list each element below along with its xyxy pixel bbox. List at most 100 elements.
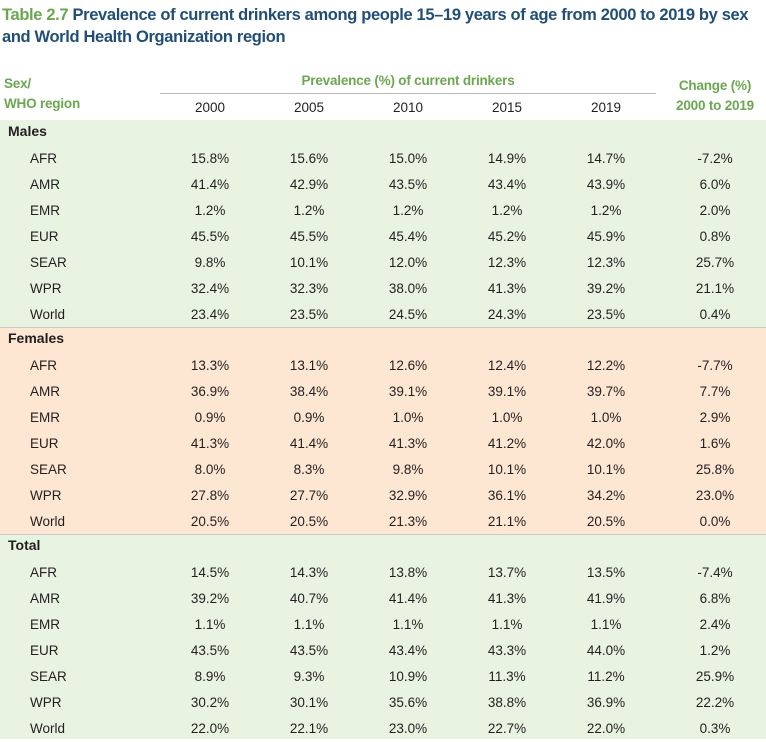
header-rule	[160, 93, 656, 94]
value-cell: 36.1%	[487, 488, 527, 503]
value-cell: 14.7%	[586, 151, 626, 166]
value-cell: 10.1%	[586, 462, 626, 477]
value-cell: 32.3%	[289, 281, 329, 296]
region-cell: WPR	[30, 695, 62, 710]
value-cell: 12.4%	[487, 358, 527, 373]
value-cell: 45.5%	[289, 229, 329, 244]
value-cell: 23.0%	[388, 721, 428, 736]
value-cell: 20.5%	[289, 514, 329, 529]
change-cell: 0.8%	[699, 229, 731, 244]
table-row: EMR 1.1% 1.1% 1.1% 1.1% 1.1% 2.4%	[0, 612, 766, 638]
value-cell: 1.1%	[392, 617, 424, 632]
change-cell: 1.2%	[699, 643, 731, 658]
region-cell: AMR	[30, 384, 60, 399]
value-cell: 21.3%	[388, 514, 428, 529]
value-cell: 39.7%	[586, 384, 626, 399]
value-cell: 41.3%	[487, 591, 527, 606]
value-cell: 15.8%	[190, 151, 230, 166]
change-cell: 2.9%	[699, 410, 731, 425]
value-cell: 22.1%	[289, 721, 329, 736]
value-cell: 39.1%	[487, 384, 527, 399]
value-cell: 27.8%	[190, 488, 230, 503]
value-cell: 12.0%	[388, 255, 428, 270]
value-cell: 35.6%	[388, 695, 428, 710]
header-sex-label: Sex/	[4, 76, 31, 91]
change-cell: 2.0%	[699, 203, 731, 218]
region-cell: EMR	[30, 203, 60, 218]
header-year: 2019	[590, 100, 622, 115]
value-cell: 43.5%	[190, 643, 230, 658]
change-cell: 2.4%	[699, 617, 731, 632]
value-cell: 10.1%	[487, 462, 527, 477]
header-year: 2010	[392, 100, 424, 115]
value-cell: 23.5%	[586, 307, 626, 322]
table-row: AFR 14.5% 14.3% 13.8% 13.7% 13.5% -7.4%	[0, 560, 766, 586]
value-cell: 1.1%	[293, 617, 325, 632]
change-cell: -7.4%	[697, 565, 733, 580]
change-cell: 6.0%	[699, 177, 731, 192]
table-row: AMR 36.9% 38.4% 39.1% 39.1% 39.7% 7.7%	[0, 379, 766, 405]
change-cell: 25.9%	[695, 669, 735, 684]
group-divider	[0, 327, 766, 328]
value-cell: 1.2%	[293, 203, 325, 218]
table-row: EMR 1.2% 1.2% 1.2% 1.2% 1.2% 2.0%	[0, 198, 766, 224]
table-row: World 20.5% 20.5% 21.3% 21.1% 20.5% 0.0%	[0, 509, 766, 535]
value-cell: 20.5%	[190, 514, 230, 529]
group-label: Males	[8, 123, 47, 139]
table-row: World 22.0% 22.1% 23.0% 22.7% 22.0% 0.3%	[0, 716, 766, 742]
header-change-range: 2000 to 2019	[676, 98, 754, 113]
value-cell: 1.2%	[491, 203, 523, 218]
value-cell: 0.9%	[293, 410, 325, 425]
value-cell: 14.5%	[190, 565, 230, 580]
value-cell: 23.5%	[289, 307, 329, 322]
value-cell: 9.3%	[293, 669, 325, 684]
value-cell: 23.4%	[190, 307, 230, 322]
value-cell: 43.3%	[487, 643, 527, 658]
table-header: Sex/ WHO region Prevalence (%) of curren…	[0, 60, 766, 120]
region-cell: EUR	[30, 436, 59, 451]
header-prevalence: Prevalence (%) of current drinkers	[301, 73, 515, 88]
group-label: Females	[8, 330, 65, 346]
header-sex-region: Sex/ WHO region	[4, 74, 80, 114]
value-cell: 43.4%	[388, 643, 428, 658]
value-cell: 32.4%	[190, 281, 230, 296]
table-row: AMR 39.2% 40.7% 41.4% 41.3% 41.9% 6.8%	[0, 586, 766, 612]
value-cell: 39.1%	[388, 384, 428, 399]
table-row: SEAR 9.8% 10.1% 12.0% 12.3% 12.3% 25.7%	[0, 250, 766, 276]
table-row: World 23.4% 23.5% 24.5% 24.3% 23.5% 0.4%	[0, 302, 766, 328]
table-row: WPR 27.8% 27.7% 32.9% 36.1% 34.2% 23.0%	[0, 483, 766, 509]
region-cell: AFR	[30, 358, 57, 373]
value-cell: 40.7%	[289, 591, 329, 606]
value-cell: 15.6%	[289, 151, 329, 166]
value-cell: 13.7%	[487, 565, 527, 580]
group-divider	[0, 534, 766, 535]
value-cell: 22.0%	[586, 721, 626, 736]
value-cell: 1.2%	[590, 203, 622, 218]
value-cell: 22.7%	[487, 721, 527, 736]
value-cell: 1.0%	[491, 410, 523, 425]
change-cell: -7.2%	[697, 151, 733, 166]
value-cell: 39.2%	[190, 591, 230, 606]
value-cell: 20.5%	[586, 514, 626, 529]
total-band	[0, 534, 766, 739]
table-number: Table 2.7	[2, 6, 69, 24]
region-cell: EMR	[30, 617, 60, 632]
table-row: WPR 30.2% 30.1% 35.6% 38.8% 36.9% 22.2%	[0, 690, 766, 716]
value-cell: 45.4%	[388, 229, 428, 244]
region-cell: AMR	[30, 177, 60, 192]
value-cell: 14.3%	[289, 565, 329, 580]
value-cell: 36.9%	[586, 695, 626, 710]
header-year: 2000	[194, 100, 226, 115]
value-cell: 0.9%	[194, 410, 226, 425]
change-cell: 25.8%	[695, 462, 735, 477]
value-cell: 30.2%	[190, 695, 230, 710]
value-cell: 12.3%	[586, 255, 626, 270]
region-cell: EUR	[30, 229, 59, 244]
table-title: Table 2.7 Prevalence of current drinkers…	[2, 4, 762, 48]
value-cell: 9.8%	[392, 462, 424, 477]
header-region-label: WHO region	[4, 96, 80, 111]
group-label: Total	[8, 537, 41, 553]
males-band	[0, 120, 766, 327]
header-change: Change (%) 2000 to 2019	[664, 76, 766, 116]
value-cell: 43.9%	[586, 177, 626, 192]
